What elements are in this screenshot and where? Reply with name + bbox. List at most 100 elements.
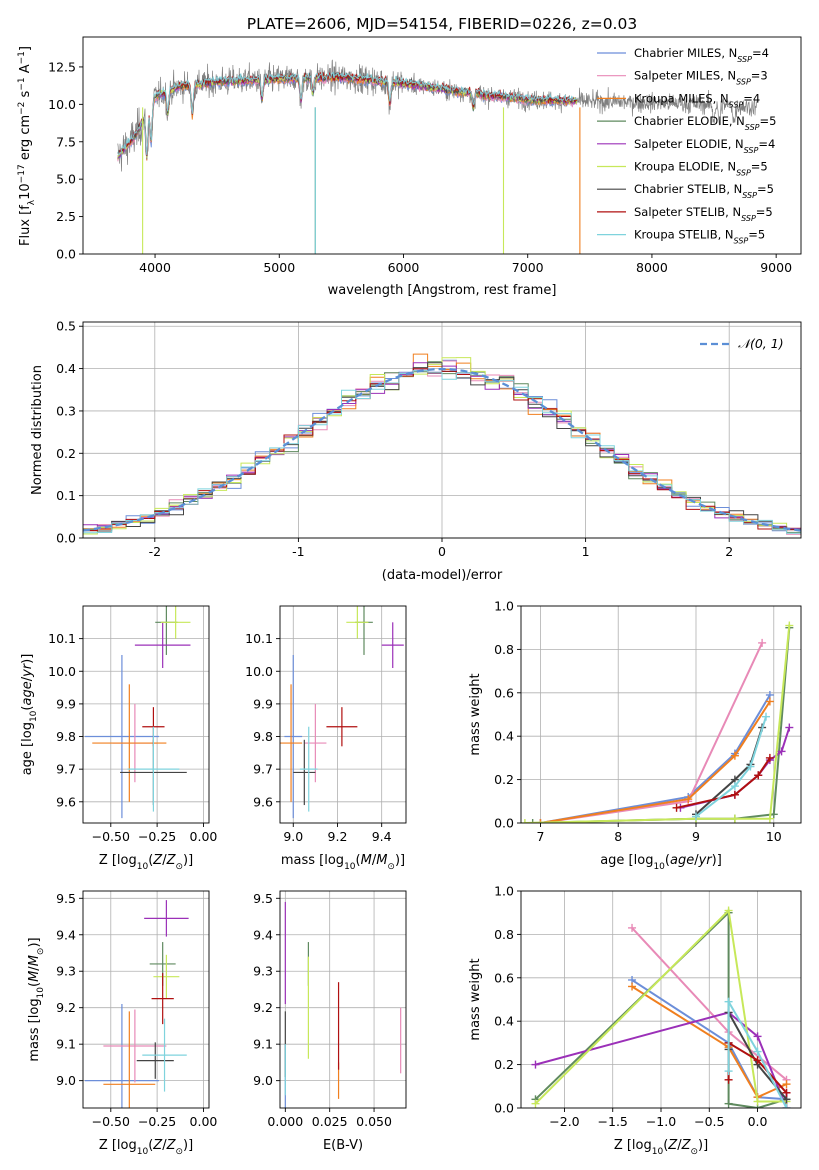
label-part: Z bbox=[667, 1138, 678, 1153]
x-tick-label: 0.00 bbox=[190, 1114, 218, 1129]
y-tick-label: 9.8 bbox=[253, 729, 273, 744]
label-part: M bbox=[376, 853, 387, 868]
x-tick-label: 6000 bbox=[388, 260, 420, 275]
label-part: / bbox=[694, 853, 699, 868]
axes-3: −0.50 −0.25 0.00 9.6 9.7 9.8 9.9 10.0 10.1 Z [log… bbox=[20, 605, 217, 872]
legend-name: Chabrier STELIB, N bbox=[634, 182, 742, 196]
label-part: −2 bbox=[17, 102, 27, 115]
label-part: Z bbox=[152, 853, 163, 868]
y-tick-label: 9.3 bbox=[253, 964, 273, 979]
x-tick-label: −0.50 bbox=[92, 1114, 130, 1129]
y-tick-label: 0.0 bbox=[494, 1101, 514, 1116]
legend-name: Chabrier ELODIE, N bbox=[634, 114, 745, 128]
label-part: / bbox=[20, 676, 35, 681]
y-tick-label: 5.0 bbox=[56, 172, 76, 187]
x-tick-label: −0.50 bbox=[92, 829, 130, 844]
y-tick-label: 0.6 bbox=[494, 685, 514, 700]
label-part: ⊙ bbox=[175, 862, 183, 872]
legend-count: =3 bbox=[751, 69, 768, 83]
legend-name: Chabrier MILES, N bbox=[634, 46, 737, 60]
plot-area bbox=[117, 59, 758, 254]
y-tick-label: 0.0 bbox=[494, 816, 514, 831]
series-line-kroupa-elodie bbox=[534, 908, 787, 1105]
y-tick-label: 0.3 bbox=[56, 403, 76, 418]
axes-4: 9.0 9.2 9.4 9.6 9.7 9.8 9.9 10.0 10.1 mass [log10… bbox=[245, 605, 407, 872]
plot-area bbox=[280, 606, 404, 819]
label-part: ( bbox=[20, 706, 35, 711]
label-part: ( bbox=[663, 1138, 668, 1153]
y-tick-label: 9.0 bbox=[56, 1073, 76, 1088]
label-part: ⊙ bbox=[387, 862, 395, 872]
x-axis-label: mass [log10(M/M⊙)] bbox=[281, 853, 405, 872]
figure-title: PLATE=2606, MJD=54154, FIBERID=0226, z=0… bbox=[247, 15, 637, 33]
label-part: 10 bbox=[29, 710, 39, 722]
axes-frame bbox=[279, 890, 407, 1109]
x-tick-label: 0.025 bbox=[312, 1114, 348, 1129]
label-part: yr bbox=[20, 662, 35, 678]
x-tick-label: 0.000 bbox=[267, 1114, 303, 1129]
label-part: ( bbox=[148, 853, 153, 868]
label-part: Z [log bbox=[99, 1138, 137, 1153]
label-part: ⊙ bbox=[690, 1147, 698, 1157]
y-tick-label: 9.8 bbox=[56, 729, 76, 744]
label-part: 10 bbox=[36, 987, 46, 999]
legend-label: Chabrier ELODIE, NSSP=5 bbox=[634, 114, 776, 132]
legend-name: Kroupa STELIB, N bbox=[634, 228, 734, 242]
label-part: ⊙ bbox=[36, 948, 46, 956]
label-part: M bbox=[27, 971, 42, 982]
legend-count: =5 bbox=[760, 114, 777, 128]
series-line-kroupa-elodie bbox=[524, 625, 791, 823]
legend-name: Kroupa ELODIE, N bbox=[634, 160, 736, 174]
legend-label: Chabrier STELIB, NSSP=5 bbox=[634, 182, 774, 200]
y-tick-label: 10.1 bbox=[48, 631, 76, 646]
legend-sub: SSP bbox=[736, 168, 751, 177]
label-part: / bbox=[27, 966, 42, 971]
legend-sub: SSP bbox=[745, 123, 760, 132]
legend-count: =4 bbox=[743, 91, 760, 105]
legend-count: =5 bbox=[756, 205, 773, 219]
x-tick-label: 9.0 bbox=[283, 829, 303, 844]
y-tick-label: 9.9 bbox=[56, 696, 76, 711]
y-tick-label: 0.1 bbox=[56, 488, 76, 503]
y-tick-label: 9.2 bbox=[56, 1000, 76, 1015]
y-tick-label: 10.0 bbox=[245, 664, 273, 679]
label-part: ] bbox=[18, 46, 33, 51]
histogram-step-kroupa-stelib bbox=[83, 370, 801, 534]
y-tick-label: 9.5 bbox=[253, 891, 273, 906]
legend-count: =5 bbox=[751, 160, 768, 174]
y-tick-label: 9.1 bbox=[253, 1037, 273, 1052]
x-tick-label: 0.0 bbox=[748, 1114, 768, 1129]
legend-label: Salpeter MILES, NSSP=3 bbox=[634, 69, 768, 87]
label-part: M bbox=[361, 853, 372, 868]
x-axis-label: Z [log10(Z/Z⊙)] bbox=[99, 853, 193, 872]
legend-sub: SSP bbox=[744, 145, 759, 154]
x-axis-label: E(B-V) bbox=[323, 1138, 363, 1153]
label-part: ( bbox=[27, 982, 42, 987]
y-tick-label: 1.0 bbox=[494, 884, 514, 899]
y-tick-label: 0.2 bbox=[56, 446, 76, 461]
y-tick-label: 9.7 bbox=[253, 762, 273, 777]
label-part: Z bbox=[152, 1138, 163, 1153]
y-tick-label: 9.4 bbox=[56, 927, 76, 942]
legend-sub: SSP bbox=[734, 236, 749, 245]
axes-2: -2 -1 0 1 2 0.0 0.1 0.2 0.3 0.4 0.5 𝒩(0, 1) (data-mo… bbox=[30, 319, 802, 583]
legend-name: Salpeter STELIB, N bbox=[634, 205, 741, 219]
y-tick-label: 9.9 bbox=[253, 696, 273, 711]
legend-label: Chabrier MILES, NSSP=4 bbox=[634, 46, 769, 64]
label-part: Z bbox=[166, 853, 177, 868]
label-part: )] bbox=[698, 1138, 708, 1153]
x-tick-label: −2.0 bbox=[549, 1114, 579, 1129]
x-axis-label: Z [log10(Z/Z⊙)] bbox=[614, 1138, 708, 1157]
series-line-salpeter-stelib bbox=[676, 757, 771, 809]
y-tick-label: 0.8 bbox=[494, 927, 514, 942]
x-tick-label: 1 bbox=[582, 544, 590, 559]
x-tick-label: 0 bbox=[438, 544, 446, 559]
y-tick-label: 9.3 bbox=[56, 964, 76, 979]
y-tick-label: 0.6 bbox=[494, 970, 514, 985]
axes-frame bbox=[520, 605, 802, 824]
label-part: )] bbox=[27, 937, 42, 947]
y-axis-label: mass weight bbox=[468, 958, 483, 1040]
x-tick-label: 7000 bbox=[512, 260, 544, 275]
